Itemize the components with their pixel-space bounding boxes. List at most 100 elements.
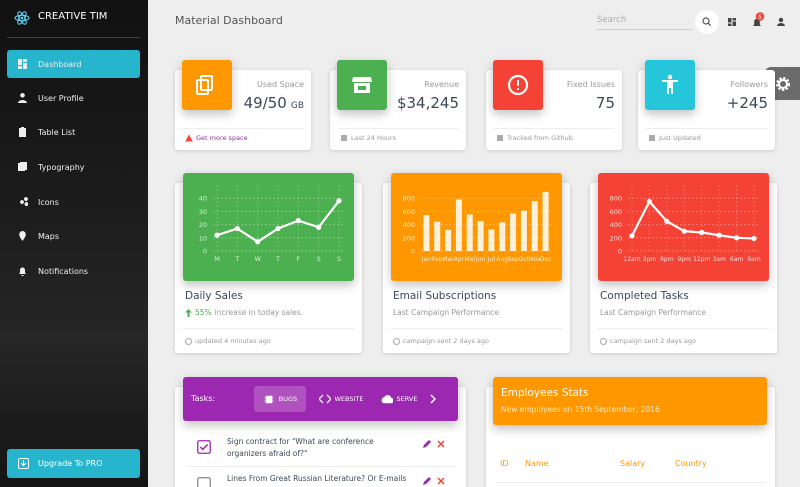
point (664, 218, 670, 224)
bar (477, 221, 484, 251)
footer-icon (649, 135, 655, 141)
footer-text: campaign sent 2 days ago (610, 337, 696, 345)
y-tick-label: 40 (199, 195, 207, 203)
stat-value: +245 (698, 94, 768, 112)
nav-item[interactable]: User Profile (7, 84, 140, 112)
remove-button[interactable] (437, 440, 445, 448)
brand: CREATIVE TIM (38, 11, 108, 22)
chart-footer: updated 4 minutes ago (185, 337, 271, 345)
x-tick-label: 6pm (660, 256, 674, 263)
point (336, 198, 342, 204)
x-tick-label: Oct (519, 256, 530, 263)
checkbox-box (197, 477, 211, 487)
subtitle-text: increase in today sales. (214, 308, 304, 317)
stat-value: 49/50 GB (235, 94, 304, 112)
x-tick-label: Mai (464, 256, 475, 263)
nav-item[interactable]: Icons (7, 188, 140, 216)
divider (493, 128, 615, 129)
x-tick-label: Jan (421, 256, 431, 263)
footer-icon (497, 135, 503, 141)
sidebar: CREATIVE TIM Dashboard User Profile Table … (0, 0, 148, 487)
stat-footer[interactable]: Get more space (185, 134, 248, 142)
chart-header: 0 200 400 600 800 Jan Feb Mar Apr Mai Jun Jul Aug Sep… (391, 173, 562, 281)
icon (185, 337, 192, 345)
search-input[interactable]: Search (597, 12, 692, 30)
chart-title: Email Subscriptions (393, 290, 497, 302)
chart: 0 200 400 600 800 12am 3pm 6pm 9pm 12pm 3am 6am 9am (610, 185, 761, 263)
clock-icon (185, 337, 192, 345)
point (234, 225, 240, 232)
edit-button[interactable] (423, 477, 431, 485)
tab[interactable]: BUGS (254, 386, 306, 412)
tab[interactable]: SERVE (379, 386, 419, 412)
bar (455, 199, 462, 251)
clock-icon (393, 337, 400, 345)
profile-icon[interactable] (777, 17, 785, 26)
x-tick-label: 3pm (643, 256, 657, 263)
x-tick-label: W (254, 255, 261, 263)
x-tick-label: Sep (507, 256, 519, 263)
nav-item[interactable]: Table List (7, 118, 140, 146)
chart-subtitle: Last Campaign Performance (393, 308, 499, 317)
x-tick-label: T (275, 255, 280, 263)
chart-footer: campaign sent 2 days ago (600, 337, 696, 345)
page-title: Material Dashboard (175, 14, 283, 27)
arrow-icon (185, 308, 192, 317)
column-header: Salary (620, 459, 646, 468)
nav-label: Dashboard (38, 59, 82, 69)
icon (18, 162, 27, 171)
footer-text: Get more space (196, 134, 248, 142)
divider (645, 128, 768, 129)
nav-label: Maps (38, 231, 60, 241)
checkbox[interactable] (197, 477, 211, 487)
y-tick-label: 200 (403, 234, 415, 242)
upgrade-button[interactable]: Upgrade To PRO (7, 449, 140, 478)
stat-label: Followers (730, 80, 768, 89)
divider (7, 37, 140, 38)
point (316, 224, 322, 230)
search-button[interactable] (695, 10, 719, 34)
tab-icon (381, 395, 393, 404)
employees-title: Employees Stats (501, 387, 589, 399)
x-tick-label: M (214, 255, 220, 263)
badge-count: 5 (758, 14, 762, 21)
stat-unit: GB (290, 101, 304, 111)
checkmark (199, 443, 209, 451)
icon (393, 337, 400, 345)
point (699, 229, 705, 236)
tab[interactable]: WEBSITE (318, 386, 364, 412)
stat-icon (493, 60, 543, 110)
divider (187, 466, 455, 467)
x-tick-label: 3am (712, 256, 725, 263)
subtitle-highlight: 55% (195, 308, 212, 317)
nav-item[interactable]: Typography (7, 153, 140, 181)
nav-item[interactable]: Dashboard (7, 50, 140, 78)
next-tab[interactable] (429, 394, 437, 404)
y-tick-label: 600 (403, 208, 415, 216)
x-tick-label: 12am (623, 256, 640, 263)
stat-value: 75 (546, 94, 615, 112)
tab-label: BUGS (278, 395, 298, 403)
y-tick-label: 0 (411, 248, 415, 256)
stat-label: Fixed Issues (566, 80, 615, 89)
point (733, 235, 740, 241)
divider (496, 482, 766, 483)
y-tick-label: 30 (199, 208, 207, 216)
nav-item[interactable]: Maps (7, 222, 140, 250)
stat-footer: Tracked from Github (496, 134, 573, 142)
checkbox[interactable] (197, 440, 211, 454)
nav-icon (19, 127, 26, 137)
remove-button[interactable] (437, 477, 445, 485)
dashboard-icon[interactable] (728, 18, 736, 26)
nav-item[interactable]: Notifications (7, 257, 140, 285)
edit-button[interactable] (423, 440, 431, 448)
footer-text: Last 24 Hours (351, 134, 396, 142)
icon (352, 77, 372, 93)
nav-label: Icons (38, 197, 59, 207)
line (631, 199, 755, 240)
chart: 0 200 400 600 800 Jan Feb Mar Apr Mai Jun Jul Aug Sep… (403, 191, 551, 263)
icon (18, 93, 27, 103)
icon (600, 337, 607, 345)
chart-header: 0 10 20 30 40 M T W T F S S (183, 173, 354, 281)
